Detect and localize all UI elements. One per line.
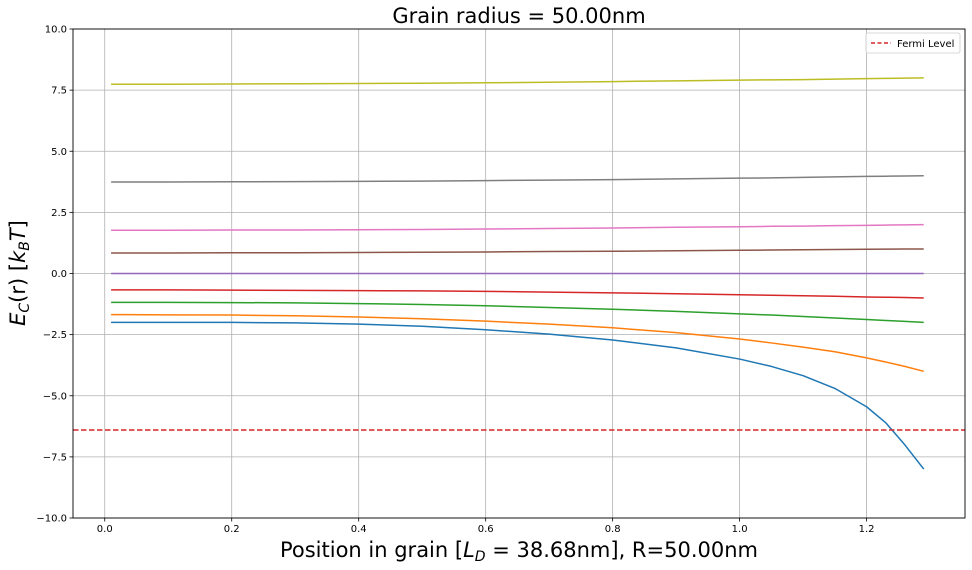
x-axis-ticks: 0.0 0.2 0.4 0.6 0.8 1.0 1.2	[97, 518, 875, 535]
x-axis-label: Position in grain [LD = 38.68nm], R=50.0…	[280, 538, 758, 565]
y-tick-label: 7.5	[51, 86, 67, 97]
legend: Fermi Level	[865, 32, 961, 54]
legend-label-fermi-level: Fermi Level	[897, 39, 954, 50]
y-axis-ticks: −10.0 −7.5 −5.0 −2.5 0.0 2.5 5.0 7.5 10.0	[36, 25, 73, 525]
y-tick-label: −5.0	[43, 391, 67, 402]
series-line-8	[111, 174, 924, 183]
series-line-2	[111, 313, 924, 373]
y-tick-label: −7.5	[43, 452, 67, 463]
y-tick-label: 2.5	[51, 208, 67, 219]
x-tick-label: 1.0	[732, 524, 748, 535]
y-tick-label: 10.0	[45, 25, 67, 36]
series-line-6	[111, 248, 924, 254]
x-tick-label: 0.6	[478, 524, 494, 535]
y-tick-label: 0.0	[51, 269, 67, 280]
x-tick-label: 1.2	[859, 524, 875, 535]
chart-title: Grain radius = 50.00nm	[392, 4, 645, 28]
y-tick-label: −2.5	[43, 330, 67, 341]
series-line-9	[111, 77, 924, 86]
x-tick-label: 0.2	[224, 524, 240, 535]
y-tick-label: 5.0	[51, 147, 67, 158]
series-lines	[111, 77, 925, 470]
x-tick-label: 0.0	[97, 524, 113, 535]
legend-box	[865, 32, 961, 54]
x-tick-label: 0.4	[351, 524, 367, 535]
y-tick-label: −10.0	[36, 514, 67, 525]
series-line-4	[111, 289, 924, 299]
y-axis-label: EC(r) [kBT]	[6, 220, 33, 326]
series-line-3	[111, 301, 924, 324]
series-line-1	[111, 321, 925, 470]
series-line-7	[111, 223, 924, 231]
x-tick-label: 0.8	[605, 524, 621, 535]
